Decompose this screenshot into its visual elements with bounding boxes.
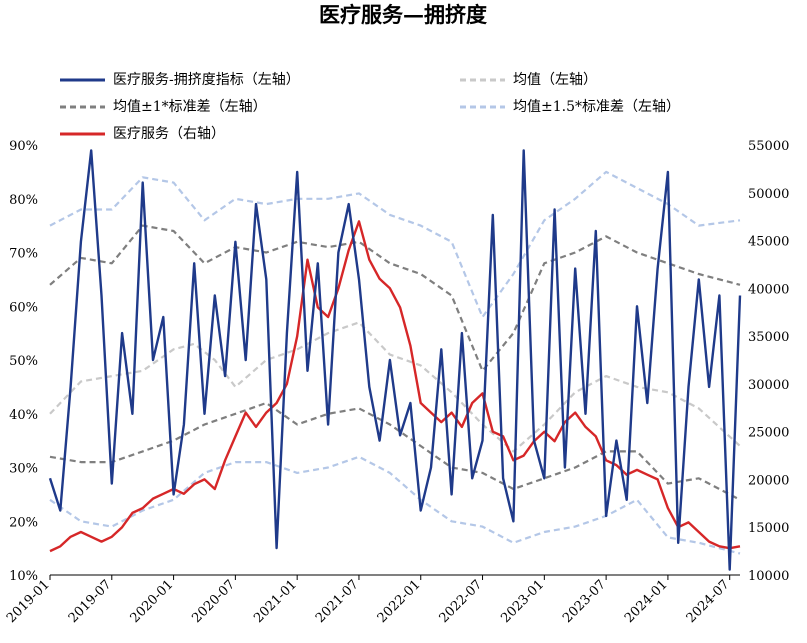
y-right-tick-label: 20000 [748, 473, 789, 488]
series-line [49, 220, 741, 553]
y-left-tick-label: 10% [9, 569, 38, 584]
legend-label: 均值（左轴） [513, 72, 597, 88]
legend-label: 均值±1.5*标准差（左轴） [513, 99, 680, 115]
ticks-layer: 10% 20% 30% 40% 50% 60% 70% 80% 90% 10000 15000 200… [4, 139, 789, 626]
x-tick-label: 2019-01 [4, 577, 53, 626]
legend-label: 均值±1*标准差（左轴） [113, 99, 267, 115]
y-left-tick-label: 90% [9, 139, 38, 154]
y-right-tick-label: 35000 [748, 330, 789, 345]
series-line [49, 321, 741, 453]
x-tick-label: 2022-01 [375, 577, 424, 626]
y-right-tick-label: 10000 [748, 569, 789, 584]
y-right-tick-label: 15000 [748, 521, 789, 536]
x-tick-label: 2024-01 [622, 577, 671, 626]
legend-label: 医疗服务-拥挤度指标（左轴） [113, 72, 300, 88]
y-left-tick-label: 50% [9, 354, 38, 369]
legend: 医疗服务-拥挤度指标（左轴） 均值（左轴） 均值±1*标准差（左轴） 均值±1.5*标… [60, 72, 680, 142]
x-tick-label: 2023-07 [560, 577, 609, 626]
x-tick-label: 2023-01 [498, 577, 547, 626]
y-right-tick-label: 30000 [748, 378, 789, 393]
series-layer [48, 149, 742, 571]
y-right-tick-label: 55000 [748, 139, 789, 154]
y-right-tick-label: 40000 [748, 282, 789, 297]
y-left-tick-label: 20% [9, 515, 38, 530]
x-tick-label: 2019-07 [66, 577, 115, 626]
x-tick-label: 2020-07 [189, 577, 238, 626]
x-tick-label: 2020-01 [128, 577, 177, 626]
series-line [49, 170, 741, 319]
series-line [48, 149, 742, 571]
y-right-tick-label: 45000 [748, 235, 789, 250]
x-tick-label: 2021-01 [251, 577, 300, 626]
series-line [49, 224, 741, 372]
y-left-tick-label: 30% [9, 462, 38, 477]
x-tick-label: 2021-07 [313, 577, 362, 626]
x-tick-label: 2022-07 [437, 577, 486, 626]
series-line [49, 401, 741, 501]
series-line [49, 455, 741, 555]
legend-label: 医疗服务（右轴） [113, 126, 225, 142]
x-tick-label: 2024-07 [684, 577, 733, 626]
y-left-tick-label: 60% [9, 300, 38, 315]
y-left-tick-label: 80% [9, 193, 38, 208]
y-left-tick-label: 70% [9, 247, 38, 262]
y-right-tick-label: 50000 [748, 187, 789, 202]
chart-title: 医疗服务—拥挤度 [319, 2, 487, 27]
y-left-tick-label: 40% [9, 408, 38, 423]
y-right-tick-label: 25000 [748, 426, 789, 441]
